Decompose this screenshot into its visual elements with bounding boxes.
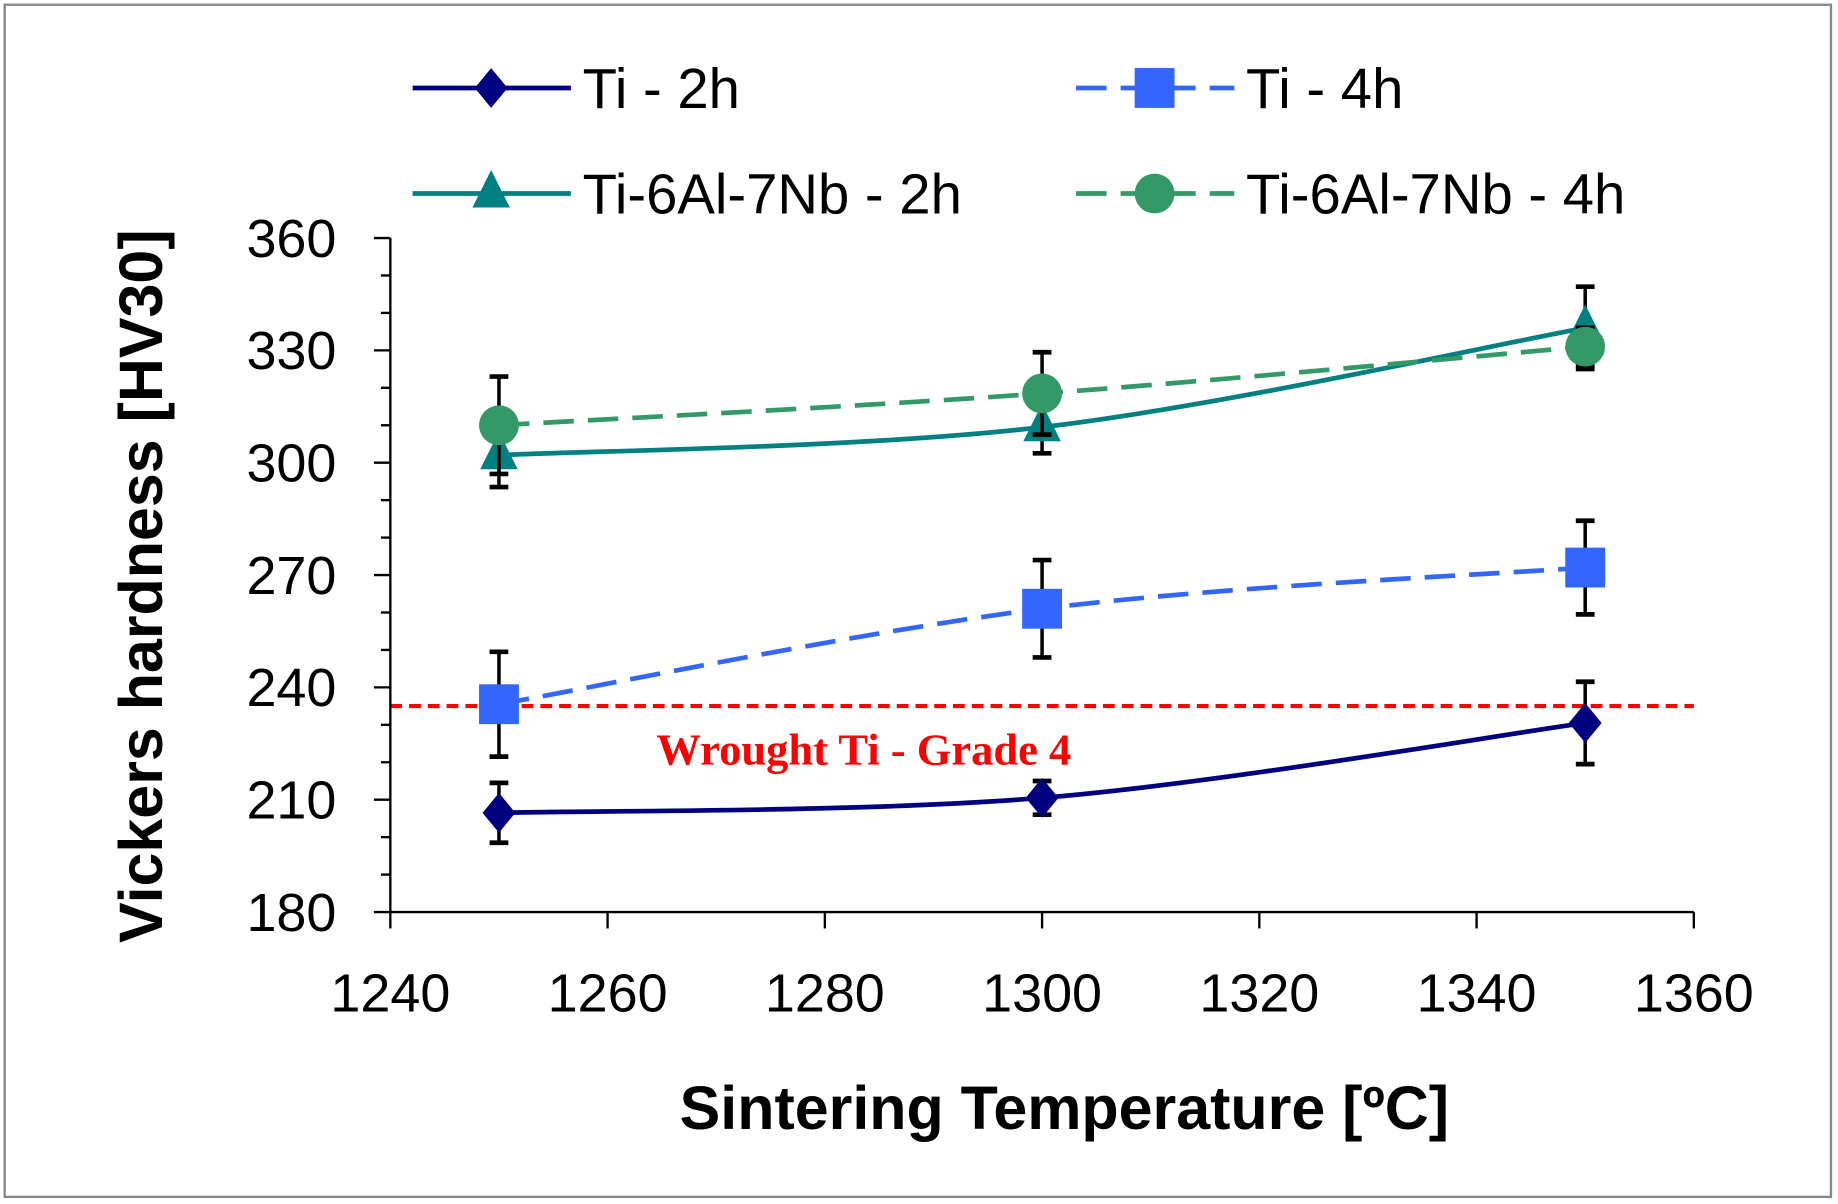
y-axis-label: Vickers hardness [HV30] [107, 229, 175, 943]
series-3 [479, 325, 1606, 477]
legend-marker [474, 68, 508, 108]
y-tick-label: 330 [246, 321, 336, 381]
legend-item-1: Ti - 4h [1076, 57, 1403, 120]
legend-label: Ti-6Al-7Nb - 2h [583, 162, 962, 225]
x-tick-label: 1240 [330, 964, 450, 1024]
x-tick-label: 1260 [548, 964, 668, 1024]
legend-item-0: Ti - 2h [412, 57, 740, 120]
series-0 [482, 679, 1602, 846]
axes: 180 210 240 270 300 330 360 1240 1260 1280 1300 132… [246, 209, 1753, 1024]
legend-label: Ti - 2h [583, 57, 740, 120]
plot-area [390, 284, 1694, 846]
legend-item-2: Ti-6Al-7Nb - 2h [412, 162, 962, 225]
legend-label: Ti - 4h [1246, 57, 1403, 120]
x-tick-label: 1340 [1417, 964, 1537, 1024]
data-point [479, 405, 519, 446]
x-tick-label: 1320 [1199, 964, 1319, 1024]
data-point [1022, 373, 1063, 414]
y-tick-label: 360 [246, 209, 336, 269]
x-axis-label: Sintering Temperature [ºC] [680, 1074, 1449, 1142]
x-tick-label: 1300 [982, 964, 1102, 1024]
y-tick-label: 270 [246, 546, 336, 606]
y-tick-label: 180 [246, 883, 336, 943]
data-point [479, 684, 519, 725]
y-tick-label: 300 [246, 433, 336, 493]
y-tick-label: 210 [246, 770, 336, 830]
x-tick-label: 1360 [1634, 964, 1754, 1024]
data-point [482, 792, 516, 833]
legend-marker [1134, 68, 1175, 108]
x-tick-label: 1280 [765, 964, 885, 1024]
legend-marker [472, 170, 510, 208]
legend: Ti - 2h Ti - 4h Ti-6Al-7Nb - 2h Ti-6Al-7Nb … [412, 57, 1625, 225]
reference-line-label: Wrought Ti - Grade 4 [656, 724, 1071, 774]
legend-item-3: Ti-6Al-7Nb - 4h [1076, 162, 1625, 225]
data-point [1565, 547, 1606, 588]
legend-label: Ti-6Al-7Nb - 4h [1246, 162, 1625, 225]
chart-border [3, 3, 1833, 1199]
data-point [1022, 588, 1063, 629]
legend-marker [1134, 173, 1175, 214]
data-point [1565, 326, 1606, 367]
series-1 [479, 518, 1606, 759]
y-tick-label: 240 [246, 658, 336, 718]
